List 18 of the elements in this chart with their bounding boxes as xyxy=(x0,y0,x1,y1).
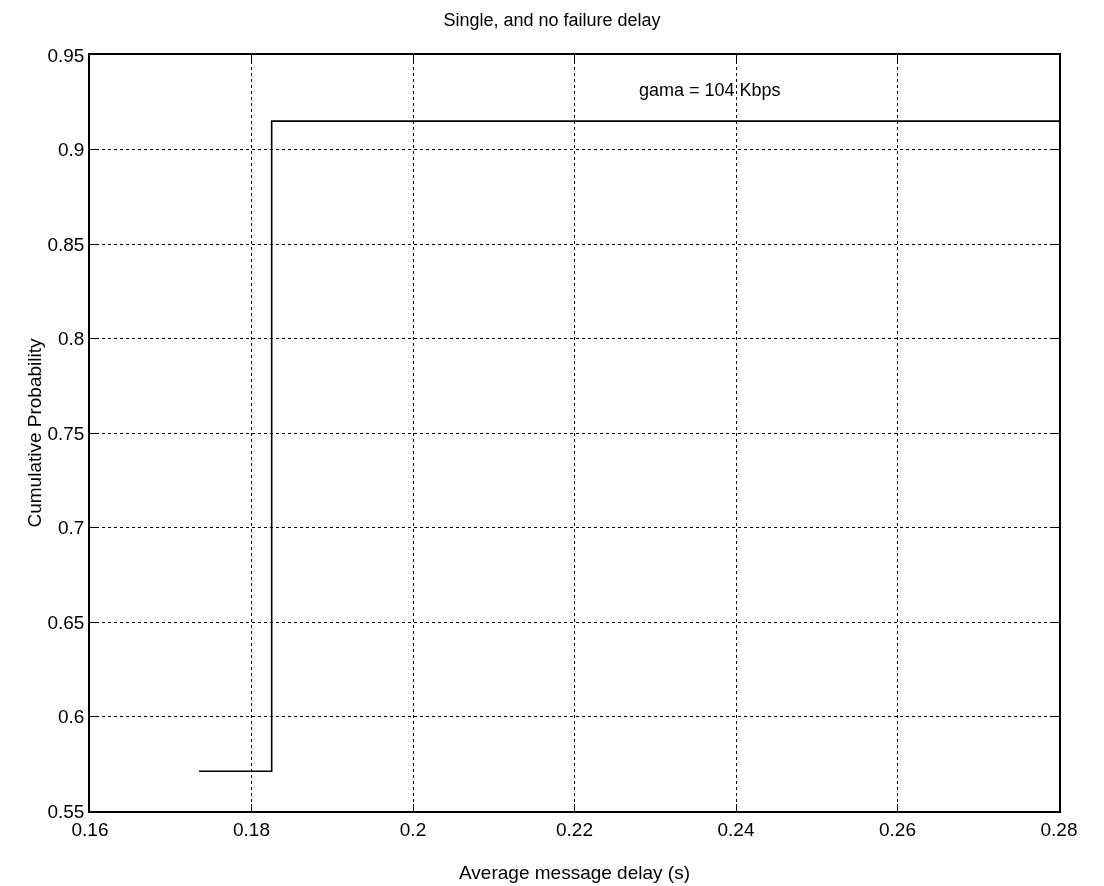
x-tick-label: 0.28 xyxy=(1040,818,1078,840)
x-tick-label: 0.18 xyxy=(233,818,270,840)
x-tick-label: 0.2 xyxy=(399,818,427,840)
x-tick-label: 0.24 xyxy=(717,818,755,840)
y-tick-label: 0.65 xyxy=(47,611,85,633)
x-tick-label: 0.26 xyxy=(879,818,916,840)
y-axis-title: Cumulative Probability xyxy=(24,337,46,528)
y-tick-label: 0.85 xyxy=(47,233,85,255)
y-tick-label: 0.75 xyxy=(47,422,85,444)
y-tick-label: 0.9 xyxy=(58,139,85,161)
annotation: gama = 104 Kbps xyxy=(639,80,781,100)
y-tick-label: 0.6 xyxy=(58,706,85,728)
x-tick-label: 0.22 xyxy=(556,818,593,840)
x-axis-title: Average message delay (s) xyxy=(459,861,690,883)
y-tick-label: 0.8 xyxy=(58,328,85,350)
chart-title: Single, and no failure delay xyxy=(443,9,661,30)
y-tick-label: 0.95 xyxy=(47,44,85,66)
y-tick-label: 0.7 xyxy=(58,517,85,539)
